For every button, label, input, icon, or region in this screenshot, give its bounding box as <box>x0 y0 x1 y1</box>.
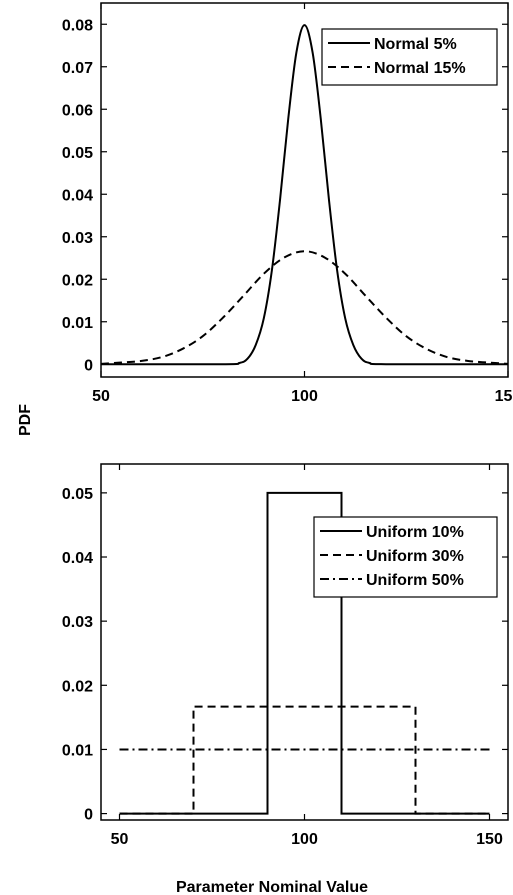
y-tick-label: 0.01 <box>62 315 93 332</box>
y-tick-label: 0.05 <box>62 486 93 503</box>
x-tick-label: 50 <box>92 388 110 405</box>
x-axis-label: Parameter Nominal Value <box>176 879 368 895</box>
legend: Uniform 10% Uniform 30% Uniform 50% <box>313 516 498 598</box>
y-tick-label: 0 <box>84 807 93 824</box>
y-tick-label: 0.04 <box>62 187 93 204</box>
y-tick-label: 0.02 <box>62 678 93 695</box>
series-line-10 <box>119 491 490 815</box>
x-tick-label: 100 <box>291 388 318 405</box>
x-tick-label: 150 <box>495 388 513 405</box>
y-tick-label: 0.06 <box>62 102 93 119</box>
legend-entry-label: Uniform 10% <box>366 524 464 541</box>
legend: Normal 5% Normal 15% <box>321 28 498 86</box>
y-tick-label: 0.04 <box>62 550 93 567</box>
x-tick-label: 150 <box>476 831 503 848</box>
y-tick-label: 0.03 <box>62 614 93 631</box>
legend-entry-label: Uniform 50% <box>366 572 464 589</box>
x-tick-label: 100 <box>291 831 318 848</box>
chart-top-normal: 0 0.01 0.02 0.03 0.04 0.05 0.06 0.07 0.08 50 100 15… <box>62 2 513 405</box>
y-tick-label: 0 <box>84 357 93 374</box>
legend-entry-label: Uniform 30% <box>366 548 464 565</box>
chart-bottom-uniform: 0 0.01 0.02 0.03 0.04 0.05 50 100 150 Uniform 10%… <box>62 463 509 848</box>
series-line-11 <box>119 705 490 815</box>
y-axis-label: PDF <box>17 404 34 436</box>
y-tick-label: 0.05 <box>62 145 93 162</box>
y-tick-label: 0.01 <box>62 742 93 759</box>
y-tick-label: 0.02 <box>62 272 93 289</box>
x-tick-label: 50 <box>111 831 129 848</box>
series-line-0 <box>100 24 509 366</box>
series-line-1 <box>100 250 509 365</box>
legend-box <box>321 28 498 86</box>
y-tick-label: 0.08 <box>62 17 93 34</box>
legend-entry-label: Normal 15% <box>374 60 466 77</box>
y-tick-label: 0.03 <box>62 230 93 247</box>
y-tick-label: 0.07 <box>62 60 93 77</box>
legend-entry-label: Normal 5% <box>374 36 457 53</box>
